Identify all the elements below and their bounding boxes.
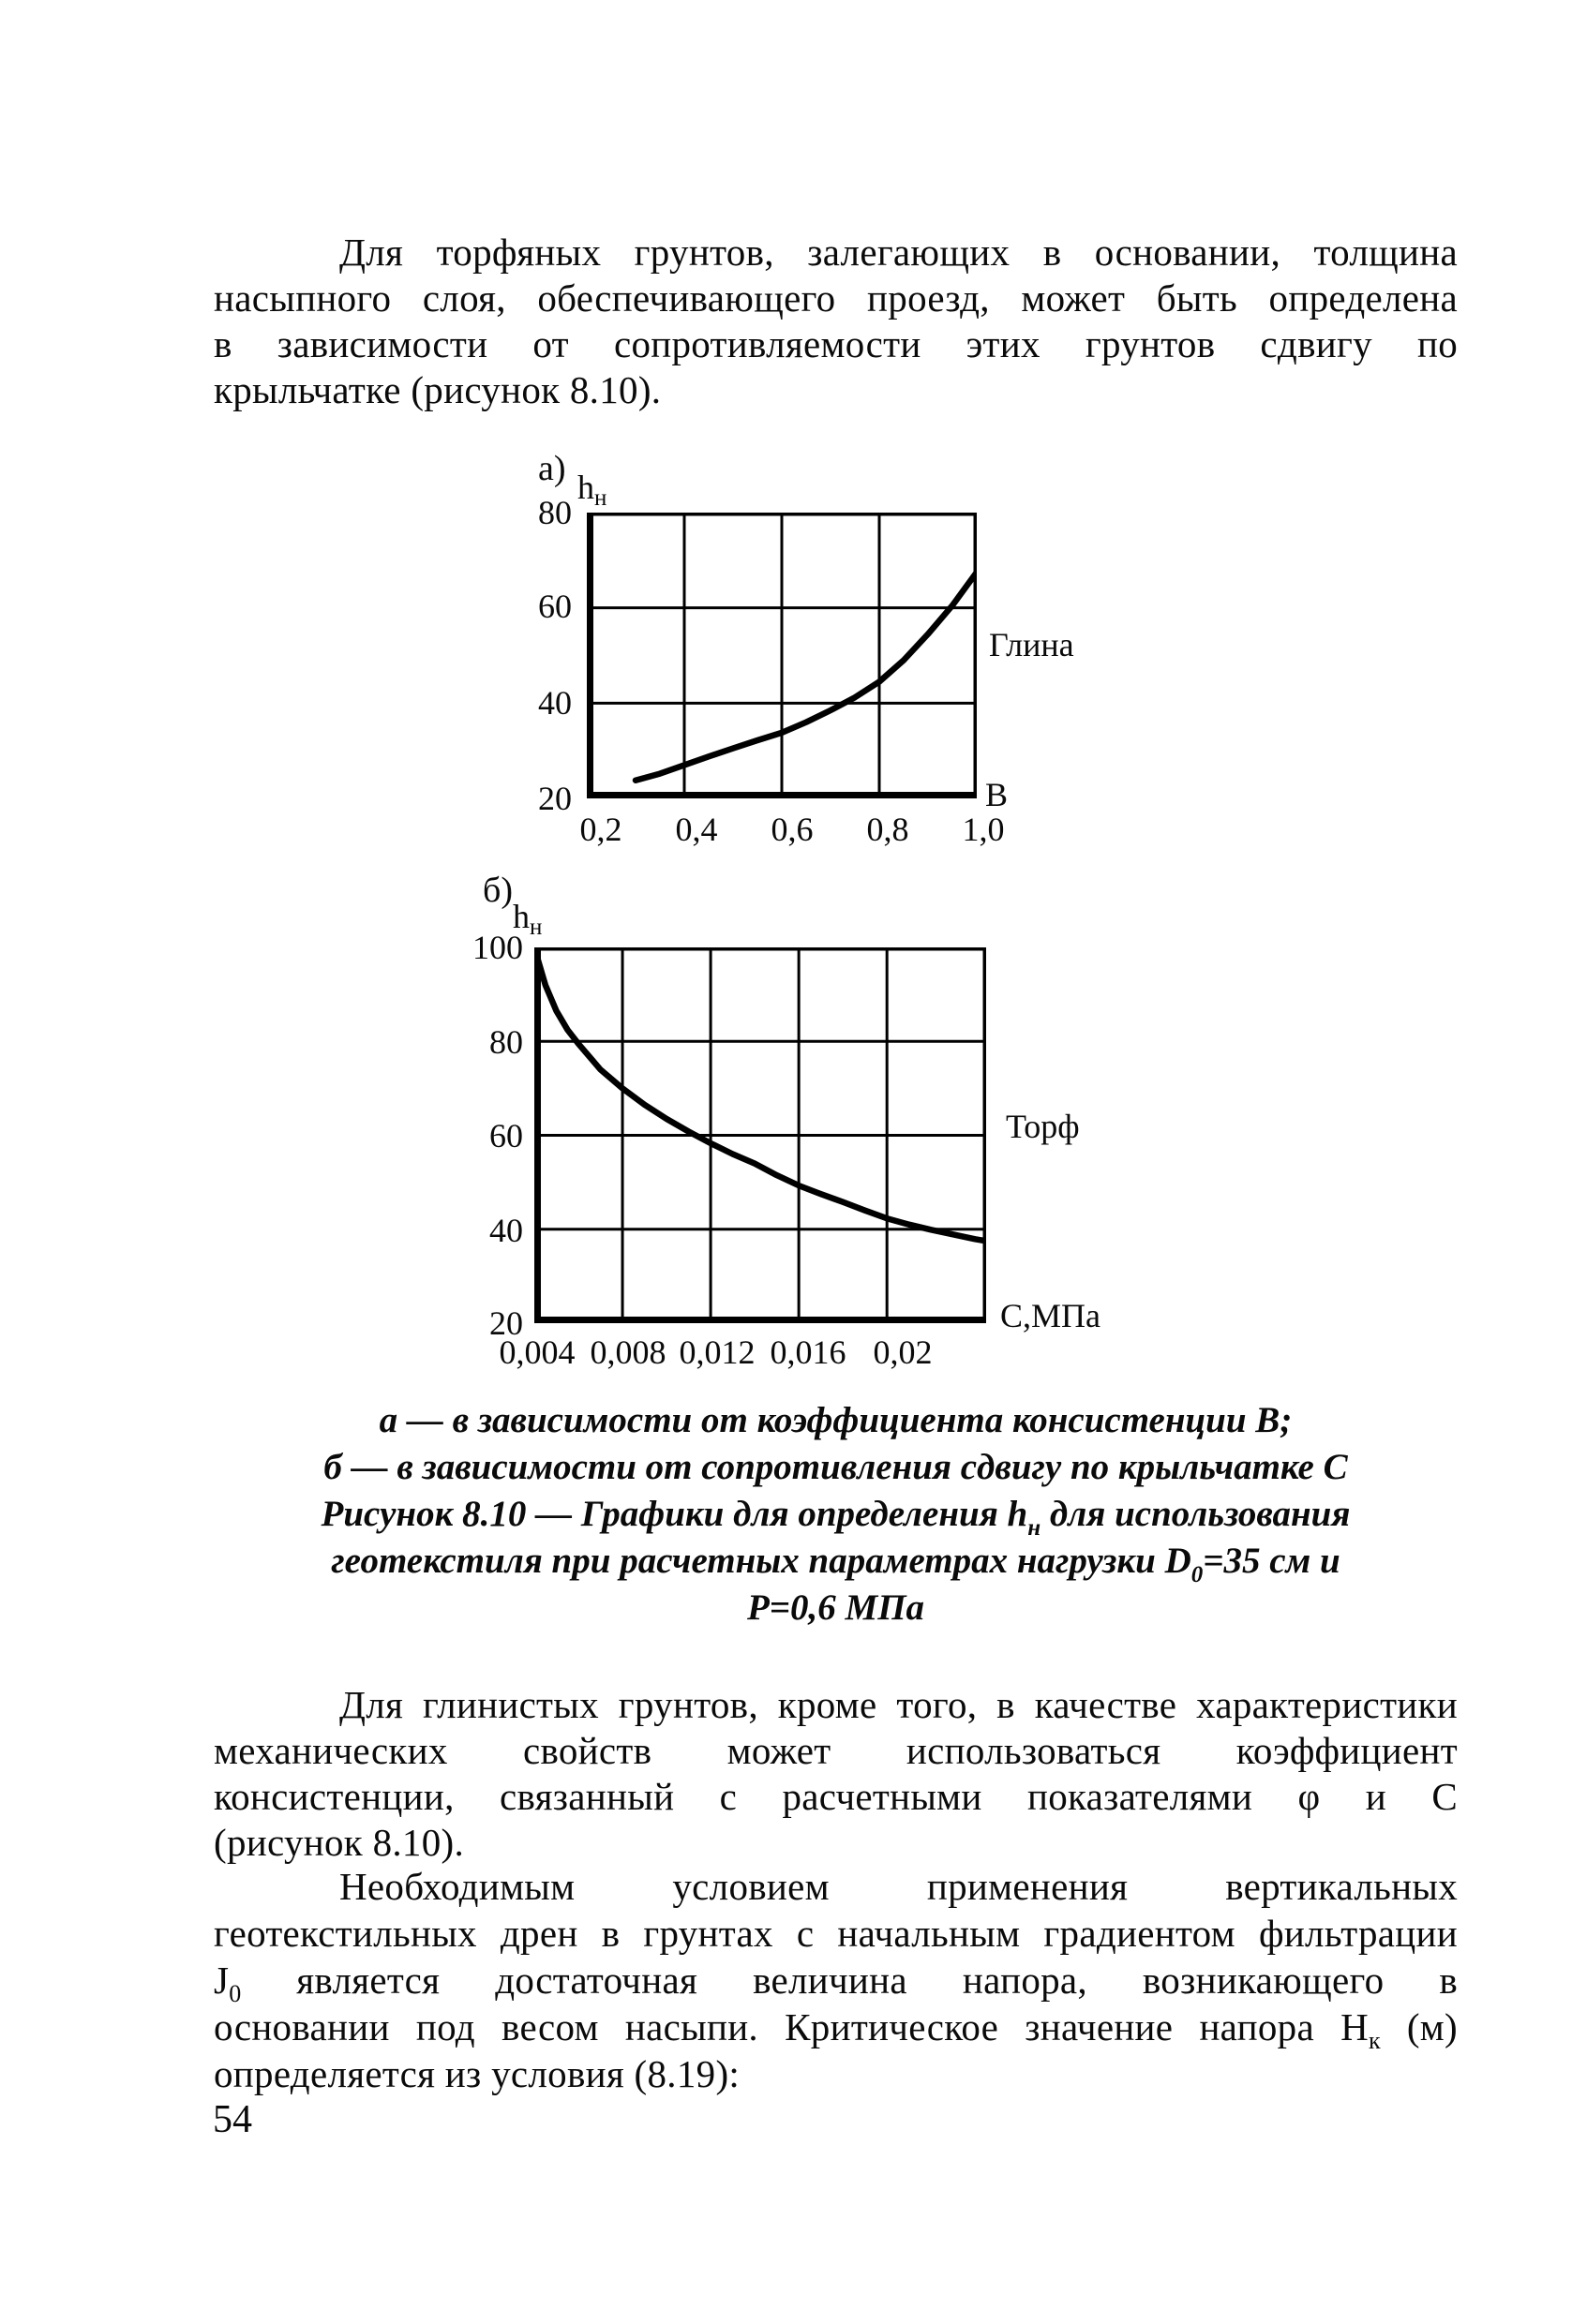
chart-b-xtick-0004: 0,004 [499,1333,576,1371]
caption-subfigure-b-description: б — в зависимости от сопротивления сдвиг… [323,1447,1348,1487]
chart-b-panel-label: б) [483,871,513,910]
drains-line-4-subscript: к [1369,2027,1381,2054]
paragraph-clay-line-1: Для глинистых грунтов, кроме того, в кач… [339,1683,1458,1726]
chart-b-xtick-0016: 0,016 [770,1333,846,1371]
paragraph-vertical-drains: Необходимым условием применения вертикал… [214,1863,1458,2097]
drains-line-3-symbol: J [214,1959,230,2002]
paragraph-intro-line-4: крыльчатке (рисунок 8.10). [214,368,662,411]
drains-line-3-text: является достаточная величина напора, во… [241,1959,1458,2002]
chart-b-ytick-60: 60 [489,1117,523,1155]
caption-title-subscript-2: 0 [1190,1562,1204,1587]
caption-title-subscript-1: н [1027,1515,1041,1541]
chart-b-xtick-0012: 0,012 [679,1333,756,1371]
paragraph-drains-line-4: основании под весом насыпи. Критическое … [214,2004,1458,2053]
chart-b-xtick-002: 0,02 [873,1333,933,1371]
chart-a-curve-label: Глина [989,626,1074,663]
chart-b-y-symbol: h [513,898,530,935]
paragraph-intro-line-2: насыпного слоя, обеспечивающего проезд, … [214,276,1458,320]
page-number: 54 [213,2098,252,2141]
chart-b-ytick-100: 100 [472,929,523,966]
caption-figure-title-line-3: Р=0,6 МПа [746,1587,925,1628]
paragraph-intro: Для торфяных грунтов, залегающих в основ… [214,230,1458,413]
chart-a-y-symbol: h [577,469,594,506]
caption-title-text-1: Рисунок 8.10 — Графики для определения h [321,1494,1028,1534]
chart-b-plot-area [534,947,986,1323]
chart-a-xtick-10: 1,0 [962,811,1005,848]
chart-b-xtick-0008: 0,008 [590,1333,666,1371]
paragraph-drains-line-5: определяется из условия (8.19): [214,2052,741,2095]
chart-b-ytick-80: 80 [489,1023,523,1061]
paragraph-drains-line-1: Необходимым условием применения вертикал… [339,1865,1458,1908]
caption-subfigure-a-description: а — в зависимости от коэффициента консис… [379,1400,1293,1440]
paragraph-intro-line-1: Для торфяных грунтов, залегающих в основ… [339,231,1458,274]
paragraph-clay-line-4: (рисунок 8.10). [214,1821,465,1864]
paragraph-drains-line-3: J0 является достаточная величина напора,… [214,1957,1458,2007]
paragraph-clay-line-2: механических свойств может использоватьс… [214,1729,1458,1772]
caption-title-text-3: геотекстиля при расчетных параметрах наг… [331,1541,1191,1581]
chart-a-xtick-08: 0,8 [866,811,909,848]
drains-line-4-text: основании под весом насыпи. Критическое … [214,2005,1370,2048]
chart-a-x-axis-label: В [985,776,1009,813]
chart-b-ytick-20: 20 [489,1304,523,1342]
paragraph-intro-line-3: в зависимости от сопротивляемости этих г… [214,322,1458,365]
chart-a-ytick-80: 80 [538,494,572,531]
chart-a-xtick-02: 0,2 [579,811,622,848]
caption-figure-title-line-1: Рисунок 8.10 — Графики для определения h… [214,1491,1458,1541]
paragraph-drains-line-2: геотекстильных дрен в грунтах с начальны… [214,1912,1458,1955]
chart-a-ytick-20: 20 [538,780,572,817]
chart-a-y-symbol-subscript: н [594,485,607,511]
figure-caption: а — в зависимости от коэффициента консис… [214,1397,1458,1631]
chart-b-y-axis-title: hн [513,898,542,939]
chart-b-ytick-40: 40 [489,1212,523,1249]
chart-a-ytick-60: 60 [538,588,572,625]
chart-b-x-axis-label: С,МПа [1000,1297,1100,1334]
chart-b-curve-label: Торф [1006,1108,1080,1145]
paragraph-clay-soils: Для глинистых грунтов, кроме того, в кач… [214,1682,1458,1866]
chart-a-xtick-04: 0,4 [675,811,718,848]
chart-a-plot-area [587,513,977,798]
chart-a-ytick-40: 40 [538,684,572,722]
paragraph-clay-line-3: консистенции, связанный с расчетными пок… [214,1775,1458,1818]
chart-a-panel-label: а) [538,449,566,488]
drains-line-3-subscript: 0 [229,1980,242,2007]
drains-line-4-unit: (м) [1380,2005,1458,2048]
caption-title-text-2: для использования [1041,1494,1351,1534]
caption-figure-title-line-2: геотекстиля при расчетных параметрах наг… [214,1538,1458,1587]
chart-b-y-symbol-subscript: н [530,915,543,940]
chart-a-y-axis-title: hн [577,469,606,510]
chart-a-xtick-06: 0,6 [771,811,814,848]
caption-title-text-4: =35 см и [1203,1541,1340,1581]
